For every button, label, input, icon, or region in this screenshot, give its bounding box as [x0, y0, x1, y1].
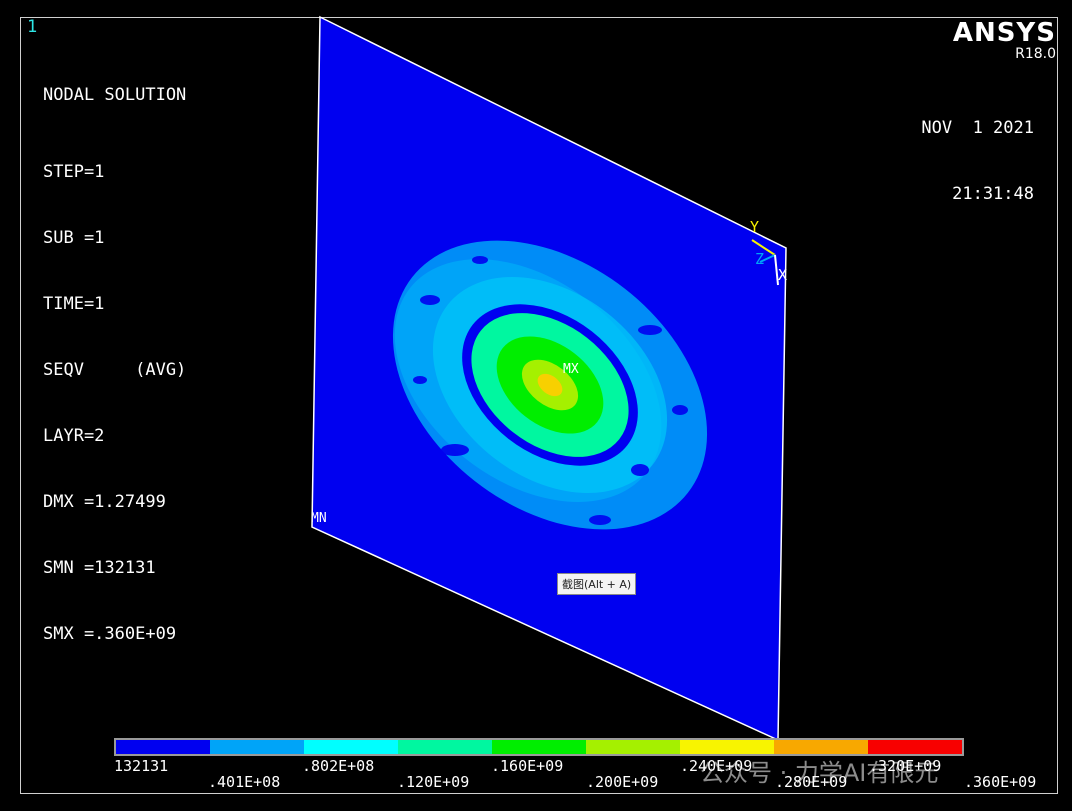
legend-swatch: [210, 740, 304, 754]
legend-label: 132131: [114, 757, 169, 775]
legend-swatch: [586, 740, 680, 754]
legend-label: .240E+09: [680, 757, 753, 775]
legend-label: .360E+09: [964, 773, 1037, 791]
legend-label: .200E+09: [586, 773, 659, 791]
axis-label-z: Z: [755, 250, 764, 268]
time-text: 21:31:48: [952, 184, 1034, 204]
datetime: NOV 1 2021 21:31:48: [921, 73, 1034, 227]
color-legend: [114, 738, 964, 756]
legend-swatch: [774, 740, 868, 754]
info-dmx: DMX =1.27499: [43, 492, 166, 512]
ansys-version: R18.0: [1015, 46, 1056, 62]
stress-contours: [392, 240, 708, 530]
contour-band-peak: [537, 373, 563, 397]
info-sub: SUB =1: [43, 228, 105, 248]
watermark: 公众号 · 力学AI有限元: [700, 759, 939, 787]
legend-swatch: [680, 740, 774, 754]
contour-speckles: [413, 256, 688, 525]
window-number: 1: [27, 17, 38, 37]
graphics-window-frame: [20, 17, 1058, 794]
axis-label-y: Y: [750, 218, 759, 236]
legend-label: .320E+09: [869, 757, 942, 775]
legend-label: .802E+08: [302, 757, 375, 775]
min-marker: MN: [311, 511, 327, 526]
axis-triad-icon: [751, 239, 779, 286]
ansys-logo: ANSYS: [952, 18, 1056, 48]
legend-swatch: [492, 740, 586, 754]
max-marker: MX: [563, 362, 579, 377]
legend-swatch: [304, 740, 398, 754]
legend-swatch: [868, 740, 962, 754]
solution-info: NODAL SOLUTION STEP=1 SUB =1 TIME=1 SEQV…: [43, 40, 186, 667]
info-smn: SMN =132131: [43, 558, 156, 578]
info-layr: LAYR=2: [43, 426, 105, 446]
legend-label: .120E+09: [397, 773, 470, 791]
date-text: NOV 1 2021: [921, 118, 1034, 138]
legend-label: .160E+09: [491, 757, 564, 775]
legend-swatch: [116, 740, 210, 754]
legend-swatch: [398, 740, 492, 754]
info-time: TIME=1: [43, 294, 105, 314]
legend-label: .280E+09: [775, 773, 848, 791]
info-seqv: SEQV (AVG): [43, 360, 187, 380]
solution-title: NODAL SOLUTION: [43, 85, 187, 105]
screenshot-tooltip: 截图(Alt + A): [557, 573, 637, 595]
info-step: STEP=1: [43, 162, 105, 182]
info-smx: SMX =.360E+09: [43, 624, 177, 644]
legend-label: .401E+08: [208, 773, 281, 791]
ansys-brand: ANSYS R18.0: [953, 18, 1056, 62]
axis-label-x: X: [778, 266, 787, 284]
